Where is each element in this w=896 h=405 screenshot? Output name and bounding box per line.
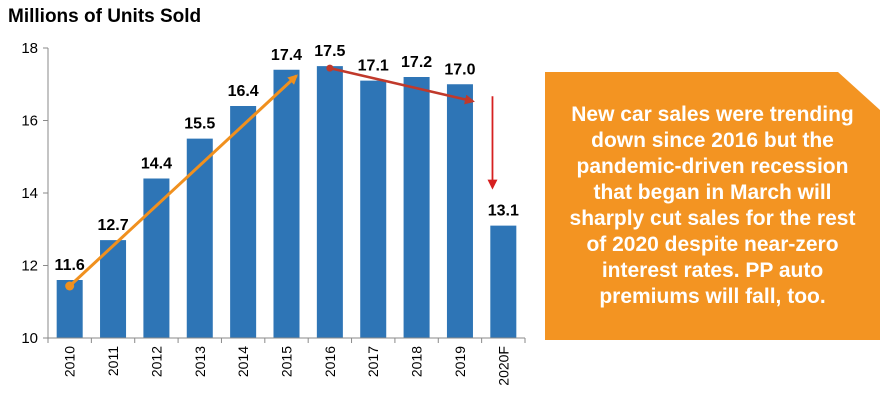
data-label-2020F: 13.1 bbox=[488, 203, 519, 220]
data-label-2017: 17.1 bbox=[358, 58, 389, 75]
x-tick-label-2015: 2015 bbox=[279, 346, 295, 377]
data-label-2013: 15.5 bbox=[184, 116, 215, 133]
x-tick-label-2014: 2014 bbox=[235, 346, 251, 377]
data-label-2012: 14.4 bbox=[141, 156, 172, 173]
data-label-2019: 17.0 bbox=[444, 61, 475, 78]
y-tick-label-10: 10 bbox=[21, 330, 38, 347]
data-label-2015: 17.4 bbox=[271, 47, 302, 64]
x-tick-label-2011: 2011 bbox=[105, 346, 121, 376]
y-tick-label-14: 14 bbox=[21, 185, 38, 202]
x-tick-label-2013: 2013 bbox=[192, 346, 208, 377]
bar-2013 bbox=[186, 138, 213, 338]
uptrend-arrow-start-dot bbox=[65, 281, 75, 291]
x-tick-label-2018: 2018 bbox=[409, 346, 425, 377]
chart-title: Millions of Units Sold bbox=[8, 6, 202, 27]
bar-2017 bbox=[360, 80, 387, 338]
bar-2014 bbox=[230, 106, 257, 338]
callout-box bbox=[545, 72, 880, 340]
bar-2011 bbox=[100, 240, 127, 338]
data-label-2014: 16.4 bbox=[228, 83, 259, 100]
data-label-2010: 11.6 bbox=[55, 257, 85, 274]
callout-shape bbox=[545, 72, 880, 340]
bar-2015 bbox=[273, 69, 300, 338]
x-tick-label-2016: 2016 bbox=[322, 346, 338, 377]
x-tick-label-2010: 2010 bbox=[62, 346, 78, 377]
uptrend-arrow bbox=[68, 74, 298, 288]
y-tick-label-16: 16 bbox=[21, 113, 38, 130]
y-tick-label-12: 12 bbox=[21, 258, 38, 275]
bar-2012 bbox=[143, 178, 170, 338]
x-tick-label-2017: 2017 bbox=[365, 346, 381, 377]
data-label-2018: 17.2 bbox=[401, 54, 432, 71]
bar-2018 bbox=[403, 77, 430, 338]
downtrend-arrow-start-dot bbox=[326, 64, 334, 72]
bar-2016 bbox=[316, 66, 343, 338]
x-tick-label-2012: 2012 bbox=[148, 346, 164, 377]
downtrend-arrow bbox=[329, 66, 475, 105]
callout-text: New car sales were trending down since 2… bbox=[569, 103, 856, 308]
data-label-2016: 17.5 bbox=[314, 43, 345, 60]
bar-2019 bbox=[446, 84, 473, 338]
x-tick-label-2020F: 2020F bbox=[495, 346, 511, 386]
bar-2020F bbox=[490, 225, 517, 338]
y-tick-label-18: 18 bbox=[21, 40, 38, 57]
x-tick-label-2019: 2019 bbox=[452, 346, 468, 377]
data-label-2011: 12.7 bbox=[97, 217, 128, 234]
